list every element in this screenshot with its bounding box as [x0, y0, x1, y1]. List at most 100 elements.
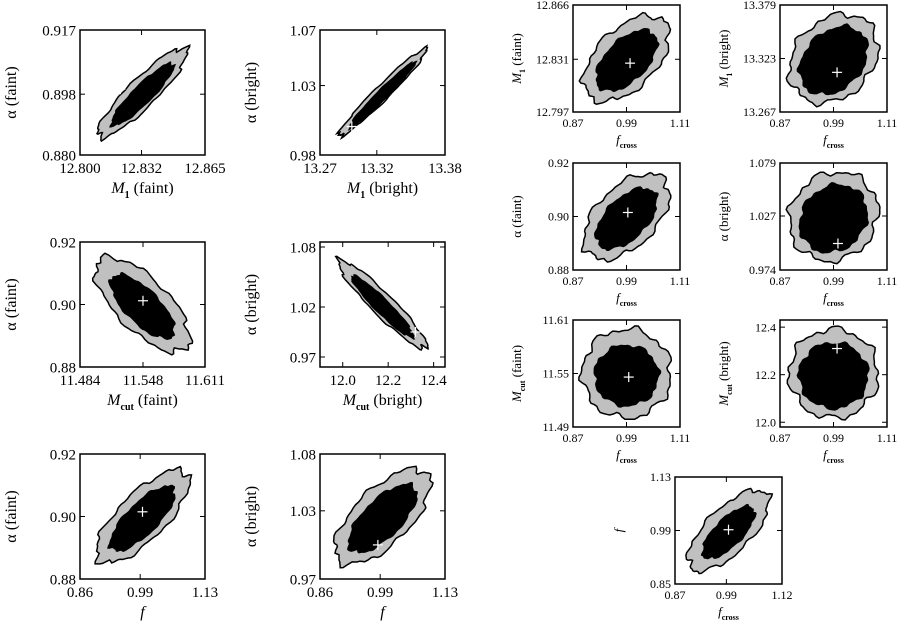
x-tick-label: 12.865 — [184, 161, 225, 177]
contour-panel-p8: 0.87 0.99 1.11 13.267 13.323 13.379 fcross M1 (… — [716, 0, 897, 150]
y-tick-label: 1.027 — [749, 209, 776, 223]
y-tick-label: 0.90 — [50, 510, 76, 526]
inner-contour-p11 — [593, 344, 662, 408]
x-tick-label: 0.99 — [616, 274, 637, 288]
y-tick-label: 12.831 — [536, 52, 569, 66]
x-axis-label: fcross — [616, 132, 637, 150]
x-tick-label: 0.87 — [770, 116, 791, 130]
x-tick-label: 1.11 — [670, 431, 691, 445]
contour-panel-p6: 0.86 0.99 1.13 0.97 1.03 1.08 f α (bright) — [243, 447, 458, 621]
inner-contour-p9 — [593, 186, 659, 251]
y-tick-label: 0.97 — [290, 572, 317, 588]
x-tick-label: 12.0 — [330, 373, 356, 389]
inner-contour-p6 — [347, 481, 418, 554]
best-fit-marker-p12 — [832, 343, 843, 354]
x-tick-label: 12.2 — [375, 373, 401, 389]
y-tick-label: 0.99 — [650, 524, 671, 538]
y-tick-label: 0.92 — [548, 156, 569, 170]
x-tick-label: 0.87 — [563, 431, 584, 445]
y-axis-label: α (bright) — [716, 192, 731, 242]
contour-panel-p11: 0.87 0.99 1.11 11.49 11.55 11.61 fcross Mcut (f… — [509, 313, 690, 465]
best-fit-marker-p7 — [625, 58, 636, 69]
x-tick-label: 0.99 — [127, 585, 153, 601]
y-tick-label: 1.079 — [749, 156, 776, 170]
best-fit-marker-p3 — [137, 295, 148, 306]
y-axis-label: α (faint) — [509, 195, 524, 238]
contour-panel-p13: 0.87 0.99 1.12 0.85 0.99 1.13 fcross f — [611, 470, 793, 622]
best-fit-marker-p13 — [723, 524, 734, 535]
x-tick-label: 12.4 — [421, 373, 448, 389]
x-tick-label: 0.99 — [716, 588, 737, 602]
best-fit-marker-p6 — [372, 539, 383, 550]
y-tick-label: 1.02 — [290, 300, 316, 316]
y-tick-label: 0.92 — [50, 235, 76, 251]
x-axis-label: f — [380, 604, 387, 621]
x-tick-label: 13.32 — [360, 161, 394, 177]
y-tick-label: 11.61 — [542, 313, 569, 327]
best-fit-marker-p10 — [832, 238, 843, 249]
y-tick-label: 0.880 — [42, 148, 76, 164]
plot-frame-p1 — [79, 29, 206, 156]
x-axis-label: f — [140, 604, 147, 621]
best-fit-marker-p5 — [137, 506, 148, 517]
y-tick-label: 11.55 — [542, 367, 569, 381]
x-tick-label: 0.87 — [563, 274, 584, 288]
inner-contour-p5 — [107, 484, 176, 553]
x-tick-label: 1.11 — [877, 431, 898, 445]
x-tick-label: 0.99 — [823, 116, 844, 130]
inner-contour-p12 — [796, 341, 870, 411]
x-axis-label: fcross — [823, 290, 844, 308]
x-tick-label: 13.27 — [303, 161, 337, 177]
y-axis-label: Mcut (bright) — [716, 341, 734, 406]
y-tick-label: 0.88 — [50, 360, 76, 376]
x-tick-label: 1.11 — [670, 116, 691, 130]
x-tick-label: 11.548 — [123, 373, 164, 389]
y-axis-label: α (bright) — [243, 274, 260, 335]
x-tick-label: 0.86 — [67, 585, 94, 601]
inner-contour-p3 — [107, 271, 176, 341]
x-tick-label: 12.800 — [59, 161, 100, 177]
contour-panel-p7: 0.87 0.99 1.11 12.797 12.831 12.866 fcross M1 (… — [509, 0, 690, 150]
inner-contour-p7 — [595, 27, 660, 92]
contour-panel-p9: 0.87 0.99 1.11 0.88 0.90 0.92 fcross α (faint) — [509, 156, 690, 308]
y-tick-label: 11.49 — [542, 420, 569, 434]
inner-contour-p4 — [350, 274, 416, 340]
y-axis-label: α (bright) — [243, 486, 260, 547]
plot-frame-p6 — [319, 453, 446, 580]
inner-contour-p8 — [796, 23, 870, 96]
y-tick-label: 0.98 — [290, 148, 316, 164]
x-axis-label: fcross — [616, 290, 637, 308]
best-fit-marker-p11 — [623, 372, 634, 383]
x-tick-label: 1.11 — [670, 274, 691, 288]
x-tick-label: 0.86 — [307, 585, 334, 601]
x-axis-label: fcross — [616, 447, 637, 465]
x-tick-label: 1.13 — [192, 585, 218, 601]
y-tick-label: 0.974 — [749, 263, 776, 277]
x-tick-label: 1.13 — [432, 585, 458, 601]
y-tick-label: 0.92 — [50, 447, 76, 463]
y-axis-label: α (faint) — [3, 278, 20, 330]
x-tick-label: 0.87 — [563, 116, 584, 130]
y-axis-label: M1 (faint) — [509, 33, 527, 85]
x-tick-label: 0.99 — [823, 431, 844, 445]
x-tick-label: 0.99 — [616, 431, 637, 445]
y-axis-label: α (bright) — [243, 62, 260, 123]
y-tick-label: 1.08 — [290, 240, 316, 256]
x-tick-label: 1.11 — [877, 116, 898, 130]
y-tick-label: 1.03 — [290, 79, 316, 95]
x-axis-label: M1 (bright) — [346, 180, 418, 201]
y-tick-label: 12.866 — [536, 0, 569, 12]
x-tick-label: 0.87 — [770, 431, 791, 445]
y-axis-label: M1 (bright) — [716, 30, 734, 89]
x-tick-label: 0.99 — [823, 274, 844, 288]
inner-contour-p10 — [798, 181, 870, 254]
x-tick-label: 11.484 — [60, 373, 101, 389]
x-axis-label: Mcut (faint) — [106, 392, 178, 413]
y-tick-label: 0.88 — [548, 263, 569, 277]
y-tick-label: 13.379 — [743, 0, 776, 12]
x-tick-label: 1.12 — [772, 588, 793, 602]
y-tick-label: 0.898 — [42, 87, 76, 103]
y-tick-label: 0.90 — [50, 298, 76, 314]
y-tick-label: 13.323 — [743, 52, 776, 66]
